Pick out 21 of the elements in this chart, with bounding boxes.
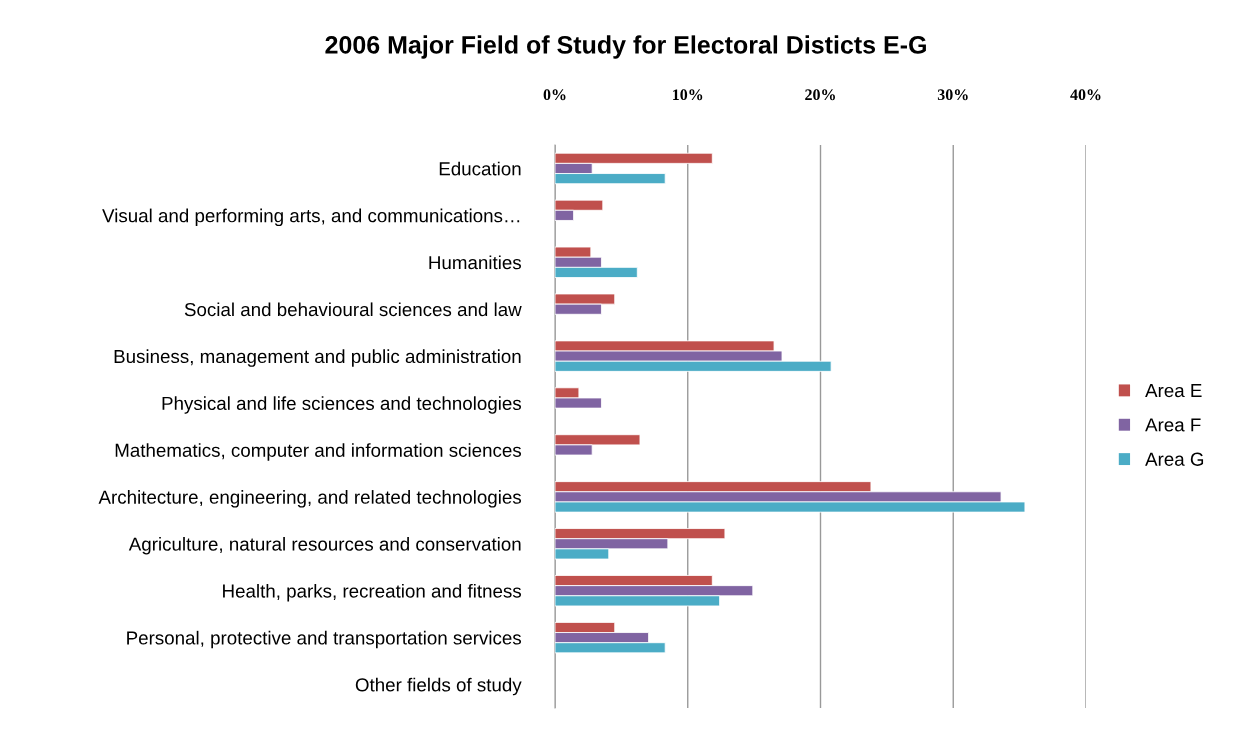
y-tick-label: Social and behavioural sciences and law [184, 302, 522, 317]
y-tick-label: Visual and performing arts, and communications… [102, 208, 520, 227]
legend-label: Area G [1145, 452, 1204, 466]
x-tick-label: 20% [805, 89, 835, 101]
legend-label: Area E [1145, 384, 1202, 398]
y-tick-label: Mathematics, computer and information sciences [115, 443, 522, 461]
x-tick-label: 40% [1070, 89, 1101, 101]
x-tick-label: 30% [937, 89, 968, 101]
y-tick-label: Health, parks, recreation and fitness [223, 583, 522, 602]
y-tick-label: Humanities [429, 255, 521, 270]
x-tick-label: 0% [543, 89, 566, 101]
y-tick-label: Education [439, 161, 521, 176]
y-tick-label: Physical and life sciences and technologies [162, 396, 522, 414]
y-tick-label: Business, management and public administration [114, 349, 521, 367]
legend-label: Area F [1145, 418, 1201, 432]
y-tick-label: Agriculture, natural resources and conservation [128, 537, 521, 555]
y-tick-label: Architecture, engineering, and related technologies [98, 490, 522, 508]
y-tick-label: Personal, protective and transportation services [127, 630, 522, 649]
y-tick-label: Other fields of study [355, 677, 522, 696]
chart-title: 2006 Major Field of Study for Electoral Disticts E-G [325, 35, 926, 59]
x-tick-label: 10% [673, 89, 703, 101]
